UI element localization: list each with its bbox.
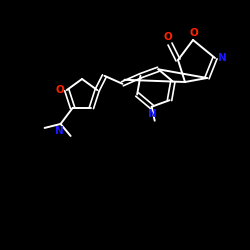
Text: O: O [56,85,64,95]
Text: O: O [190,28,198,38]
Text: N: N [218,53,226,63]
Text: O: O [164,32,172,42]
Text: N: N [148,109,157,119]
Text: N: N [55,126,64,136]
